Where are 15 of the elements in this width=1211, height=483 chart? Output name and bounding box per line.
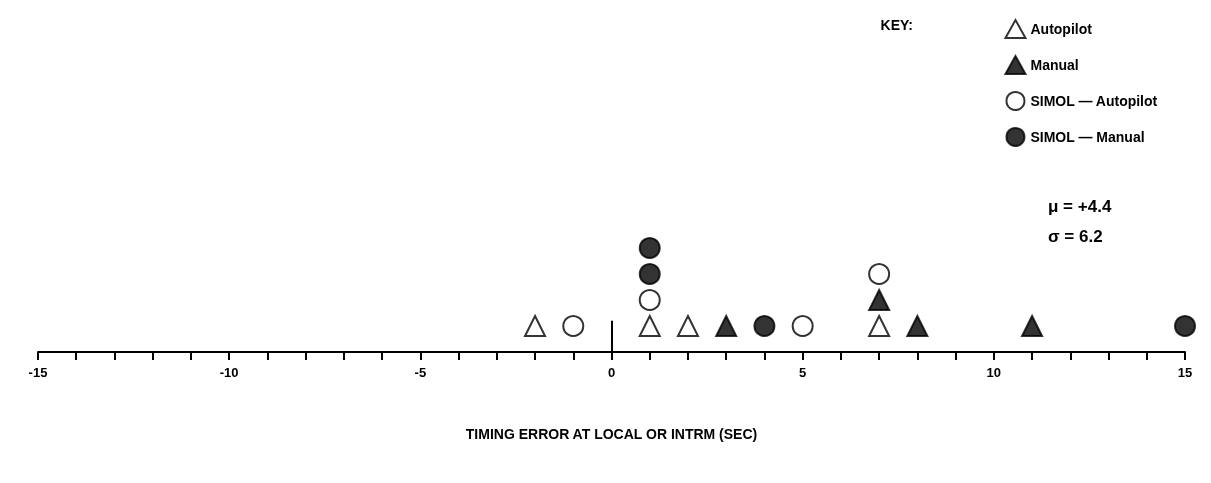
legend-label: Manual [1030,57,1079,73]
x-tick-label: 15 [1177,365,1193,380]
legend-label: SIMOL — Manual [1030,129,1145,145]
x-tick-label: 5 [799,365,807,380]
legend-label: Autopilot [1030,21,1093,37]
x-tick-label: -10 [219,365,239,380]
x-axis-title: TIMING ERROR AT LOCAL OR INTRM (SEC) [465,426,758,442]
x-tick-label: -5 [414,365,427,380]
text: σ = 6.2 [1048,227,1103,246]
x-tick-label: 10 [986,365,1002,380]
legend-label: SIMOL — Autopilot [1030,93,1158,109]
x-tick-label: -15 [28,365,48,380]
x-tick-label: 0 [607,365,616,380]
text: μ = +4.4 [1048,197,1112,216]
legend-title: KEY: [880,17,914,33]
